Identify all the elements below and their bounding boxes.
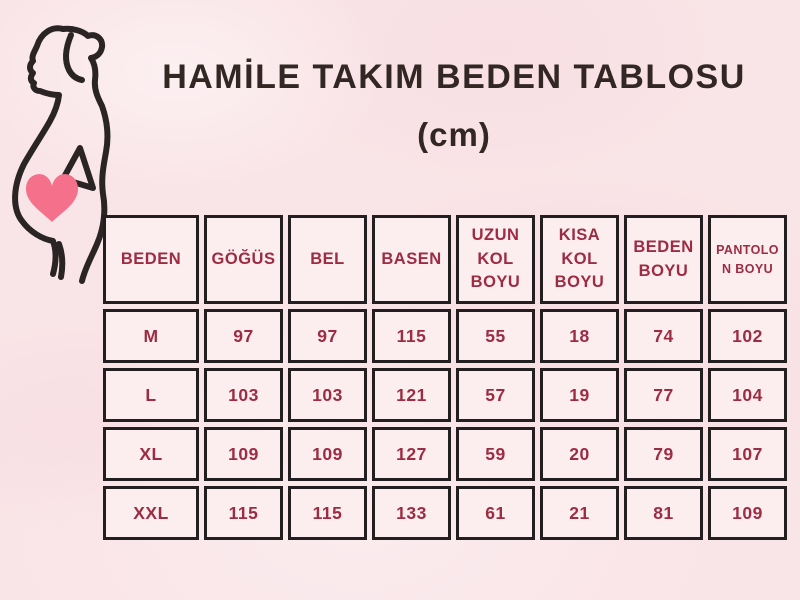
table-cell: 57 [456,368,535,422]
table-cell: 109 [204,427,283,481]
table-cell: 18 [540,309,619,363]
table-cell: 109 [708,486,787,540]
table-cell: 21 [540,486,619,540]
page-title: HAMİLE TAKIM BEDEN TABLOSU (cm) [112,60,796,151]
table-cell: 127 [372,427,451,481]
size-table: BEDEN GÖĞÜS BEL BASEN UZUN KOL BOYU KISA… [98,210,792,545]
row-label: L [103,368,199,422]
column-header-pantolon-boyu: PANTOLO N BOYU [708,215,787,304]
table-cell: 133 [372,486,451,540]
table-cell: 121 [372,368,451,422]
title-text: HAMİLE TAKIM BEDEN TABLOSU [162,58,746,96]
table-cell: 19 [540,368,619,422]
column-header-bel: BEL [288,215,367,304]
row-label: XXL [103,486,199,540]
table-row-xxl: XXL 115 115 133 61 21 81 109 [103,486,787,540]
table-cell: 97 [288,309,367,363]
table-cell: 103 [288,368,367,422]
figure-inner-leg-line [56,241,66,280]
table-cell: 79 [624,427,703,481]
table-header-row: BEDEN GÖĞÜS BEL BASEN UZUN KOL BOYU KISA… [103,215,787,304]
table-cell: 74 [624,309,703,363]
table-cell: 61 [456,486,535,540]
table-row-m: M 97 97 115 55 18 74 102 [103,309,787,363]
table-cell: 97 [204,309,283,363]
column-header-uzun-kol-boyu: UZUN KOL BOYU [456,215,535,304]
table-cell: 115 [204,486,283,540]
table-cell: 20 [540,427,619,481]
table-cell: 59 [456,427,535,481]
table-cell: 55 [456,309,535,363]
heart-icon [26,174,78,222]
table-cell: 103 [204,368,283,422]
column-header-beden: BEDEN [103,215,199,304]
figure-hair-line [63,32,85,83]
table-cell: 77 [624,368,703,422]
table-row-l: L 103 103 121 57 19 77 104 [103,368,787,422]
figure-front-outline [12,25,66,277]
column-header-beden-boyu: BEDEN BOYU [624,215,703,304]
table-cell: 115 [372,309,451,363]
table-cell: 102 [708,309,787,363]
table-cell: 104 [708,368,787,422]
table-cell: 115 [288,486,367,540]
figure-arm [60,145,96,191]
table-cell: 107 [708,427,787,481]
table-cell: 81 [624,486,703,540]
row-label: M [103,309,199,363]
table-row-xl: XL 109 109 127 59 20 79 107 [103,427,787,481]
column-header-basen: BASEN [372,215,451,304]
column-header-kisa-kol-boyu: KISA KOL BOYU [540,215,619,304]
column-header-gogus: GÖĞÜS [204,215,283,304]
title-units: (cm) [417,116,491,153]
row-label: XL [103,427,199,481]
table-cell: 109 [288,427,367,481]
